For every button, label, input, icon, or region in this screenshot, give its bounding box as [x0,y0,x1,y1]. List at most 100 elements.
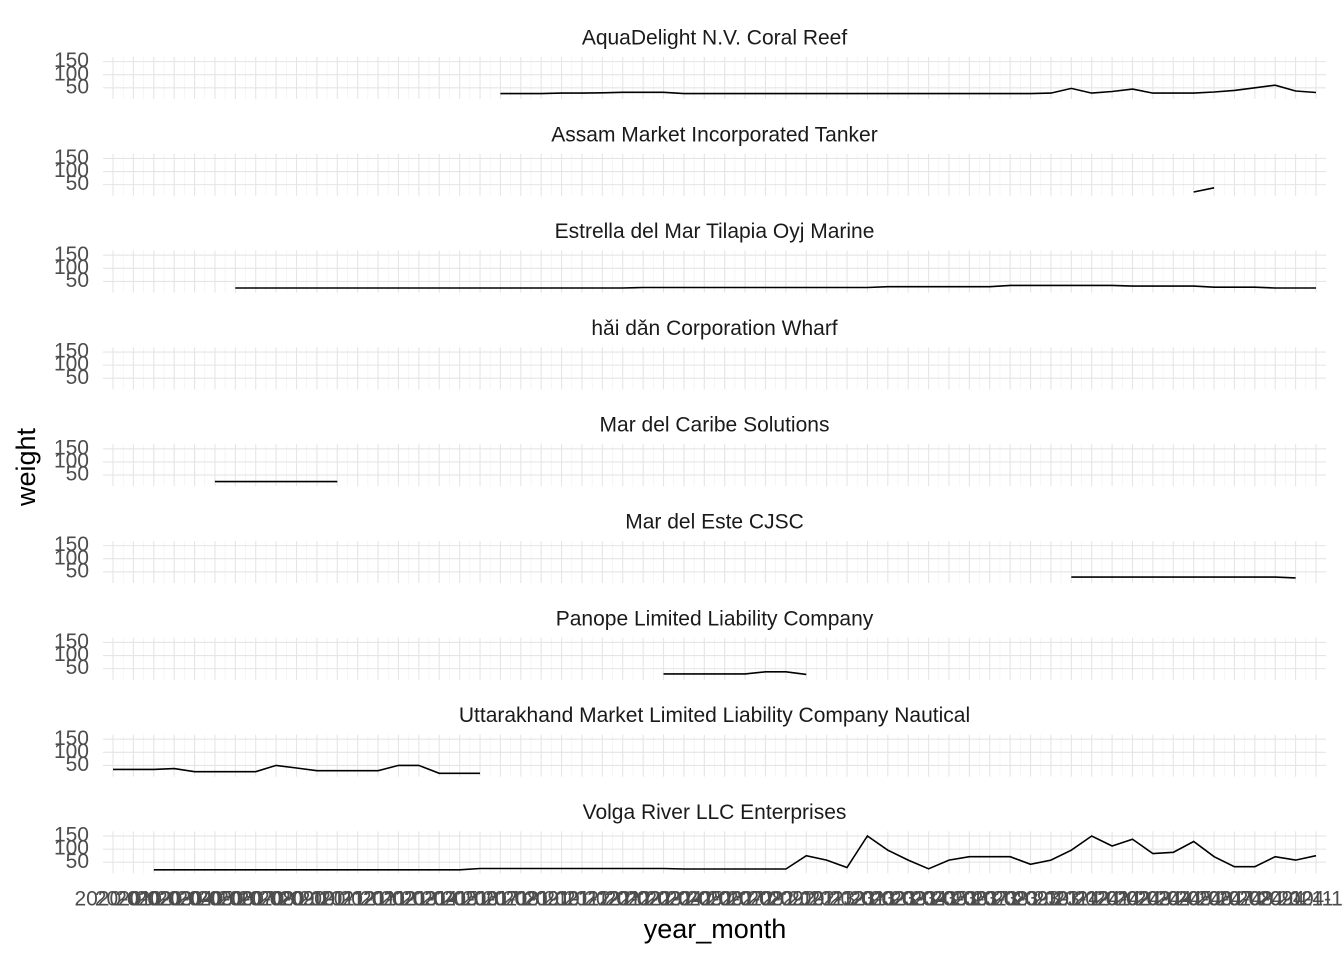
y-tick-label: 100 [54,740,89,763]
line [1071,576,1296,579]
x-tick-label: 2024-07 [1176,888,1253,911]
x-tick-label: 2020-04 [136,888,213,911]
x-tick-label: 2020-05 [156,888,233,911]
x-tick-label: 2023-11 [1013,888,1089,911]
y-tick-label: 100 [54,159,89,182]
y-tick-label: 150 [54,824,89,847]
strip-title: hǎi dǎn Corporation Wharf [591,317,837,340]
strip-title: Volga River LLC Enterprises [583,801,847,824]
x-axis-title: year_month [644,914,787,944]
x-tick-label: 2022-10 [747,888,824,911]
y-tick-label: 150 [54,243,89,266]
x-tick-label: 2021-03 [360,888,437,911]
line [1193,187,1215,193]
x-tick-label: 2023-02 [829,888,906,911]
x-tick-label: 2021-09 [482,888,559,911]
strip-title: AquaDelight N.V. Coral Reef [582,27,848,50]
x-tick-label: 2021-05 [401,888,478,911]
x-tick-label: 2024-04 [1114,888,1191,911]
x-tick-label: 2024-01 [1053,888,1130,911]
x-tick-label: 2023-07 [931,888,1008,911]
x-tick-label: 2022-12 [788,888,865,911]
x-tick-label: 2020-07 [197,888,274,911]
y-tick-label: 50 [66,656,89,679]
x-tick-label: 2024-03 [1094,888,1171,911]
x-tick-label: 2024-06 [1155,888,1232,911]
x-tick-label: 2024-10 [1237,888,1314,911]
x-tick-label: 2023-01 [808,888,885,911]
strip-title: Uttarakhand Market Limited Liability Com… [459,704,970,727]
y-tick-label: 50 [66,269,89,292]
x-tick-label: 2020-12 [299,888,376,911]
x-tick-label: 2023-04 [870,888,947,911]
x-tick-label: 2022-09 [727,888,804,911]
y-tick-label: 150 [54,533,89,556]
x-tick-label: 2024-12 [1277,888,1344,911]
line [153,834,1317,871]
x-tick-label: 2023-08 [951,888,1028,911]
y-tick-label: 100 [54,546,89,569]
y-tick-label: 100 [54,353,89,376]
x-tick-label: 2023-10 [992,888,1069,911]
x-tick-label: 2021-11 [524,888,600,911]
x-tick-label: 2022-02 [584,888,661,911]
x-tick-label: 2021-08 [462,888,539,911]
y-tick-label: 100 [54,837,89,860]
x-tick-label: 2023-03 [849,888,926,911]
line [500,84,1317,95]
x-tick-label: 2020-06 [176,888,253,911]
strip-title: Estrella del Mar Tilapia Oyj Marine [555,220,875,243]
y-tick-label: 50 [66,559,89,582]
y-tick-label: 50 [66,75,89,98]
y-tick-label: 150 [54,49,89,72]
y-tick-label: 50 [66,753,89,776]
strip-title: Mar del Caribe Solutions [600,414,830,437]
line [663,671,807,676]
y-tick-label: 100 [54,643,89,666]
x-tick-label: 2021-01 [319,888,396,911]
x-tick-label: 2022-08 [707,888,784,911]
x-tick-label: 2024-02 [1074,888,1151,911]
x-tick-label: 2024-05 [1135,888,1212,911]
x-tick-label: 2021-06 [421,888,498,911]
x-tick-label: 2020-03 [115,888,192,911]
x-tick-label: 2022-04 [625,888,702,911]
y-tick-label: 150 [54,630,89,653]
x-tick-label: 2020-01 [74,888,151,911]
y-tick-label: 150 [54,436,89,459]
x-tick-label: 2021-02 [340,888,417,911]
y-tick-label: 150 [54,340,89,363]
x-tick-label: 2020-10 [258,888,335,911]
x-tick-label: 2022-05 [645,888,722,911]
x-tick-label: 2023-09 [972,888,1049,911]
y-tick-label: 50 [66,463,89,486]
line [113,764,480,775]
x-tick-label: 2024-08 [1196,888,1273,911]
y-tick-label: 100 [54,256,89,279]
x-tick-label: 2024-09 [1216,888,1293,911]
y-tick-label: 150 [54,146,89,169]
y-axis-title: weight [11,427,41,507]
strip-title: Panope Limited Liability Company [556,607,874,630]
x-tick-label: 2022-11 [768,888,844,911]
x-tick-label: 2020-11 [279,888,355,911]
y-tick-label: 150 [54,727,89,750]
y-tick-label: 50 [66,366,89,389]
strip-title: Assam Market Incorporated Tanker [551,123,877,146]
y-tick-label: 50 [66,172,89,195]
x-tick-label: 2022-01 [564,888,641,911]
x-tick-label: 2022-07 [686,888,763,911]
x-tick-label: 2020-08 [217,888,294,911]
x-tick-label: 2021-07 [441,888,518,911]
x-tick-label: 2024-11 [1258,888,1334,911]
strip-title: Mar del Este CJSC [625,511,804,534]
x-tick-label: 2023-06 [910,888,987,911]
x-tick-label: 2020-09 [238,888,315,911]
y-tick-label: 50 [66,850,89,873]
x-tick-label: 2023-12 [1033,888,1110,911]
x-tick-label: 2022-03 [605,888,682,911]
x-tick-label: 2023-05 [890,888,967,911]
y-tick-label: 100 [54,62,89,85]
x-tick-label: 2022-06 [666,888,743,911]
